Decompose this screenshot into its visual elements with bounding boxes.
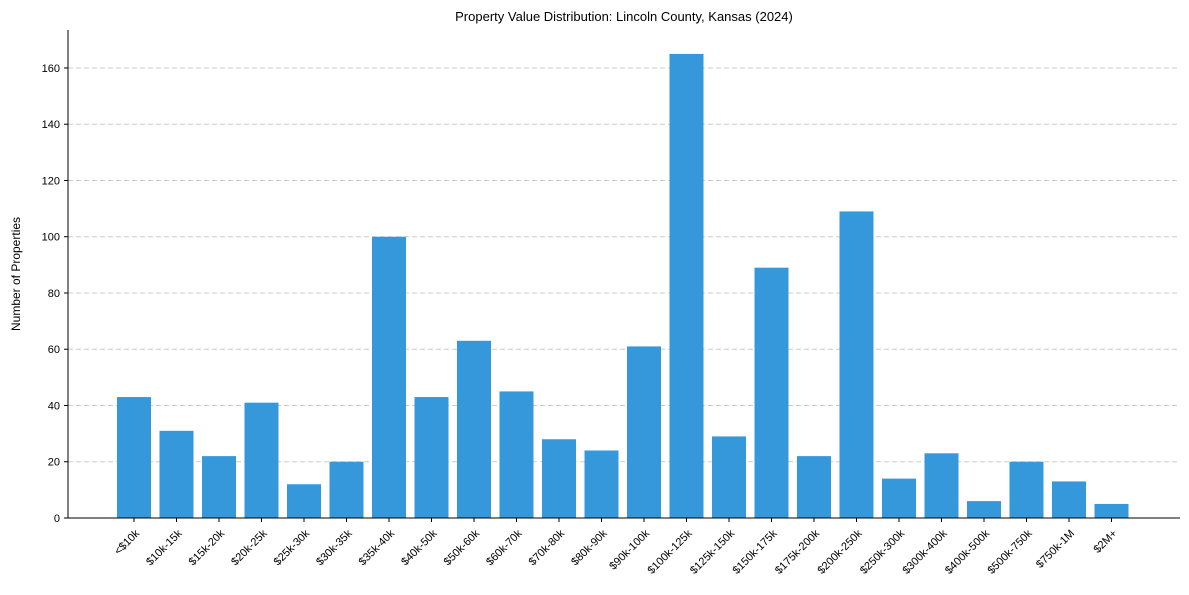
- bar-21: [1009, 461, 1044, 518]
- bar-23: [1094, 503, 1129, 518]
- bar-7: [414, 397, 449, 518]
- x-tick-label: $50k-60k: [442, 527, 483, 568]
- x-tick-label: $2M+: [1091, 528, 1119, 556]
- chart-title: Property Value Distribution: Lincoln Cou…: [455, 9, 793, 24]
- y-tick-label: 140: [42, 119, 60, 131]
- bar-20: [967, 501, 1001, 518]
- bar-14: [712, 436, 746, 518]
- bar-18: [882, 478, 916, 518]
- bar-15: [754, 267, 789, 518]
- bar-5: [329, 461, 364, 518]
- y-tick-label: 60: [48, 344, 60, 356]
- y-tick-label: 120: [42, 175, 60, 187]
- x-tick-label: $125k-150k: [688, 527, 737, 576]
- bar-4: [287, 484, 321, 518]
- bar-17: [839, 211, 874, 519]
- y-tick-label: 100: [42, 232, 60, 244]
- x-tick-label: $35k-40k: [357, 527, 398, 568]
- x-tick-label: $40k-50k: [399, 527, 440, 568]
- x-tick-label: $500k-750k: [985, 527, 1034, 576]
- bar-16: [797, 456, 831, 518]
- bar-3: [244, 402, 279, 518]
- y-tick-label: 0: [54, 513, 60, 525]
- x-tick-label: $10k-15k: [144, 527, 185, 568]
- bar-6: [372, 236, 406, 518]
- x-tick-label: $100k-125k: [645, 527, 694, 576]
- x-tick-label: $80k-90k: [569, 527, 610, 568]
- bar-12: [627, 346, 661, 518]
- x-tick-label: $150k-175k: [730, 527, 779, 576]
- x-tick-label: $300k-400k: [900, 527, 949, 576]
- x-tick-label: $250k-300k: [858, 527, 907, 576]
- x-tick-label: $200k-250k: [815, 527, 864, 576]
- x-tick-label: $15k-20k: [187, 527, 228, 568]
- y-tick-label: 20: [48, 457, 60, 469]
- bar-2: [202, 456, 236, 518]
- y-tick-label: 80: [48, 288, 60, 300]
- bar-19: [924, 453, 959, 518]
- x-tick-label: $750k-1M: [1034, 528, 1077, 571]
- bar-1: [159, 430, 194, 518]
- x-tick-label: $20k-25k: [229, 527, 270, 568]
- y-tick-label: 40: [48, 400, 60, 412]
- x-tick-label: $60k-70k: [484, 527, 525, 568]
- bar-0: [117, 397, 151, 518]
- x-tick-label: <$10k: [112, 527, 142, 557]
- x-tick-label: $25k-30k: [272, 527, 313, 568]
- x-tick-label: $400k-500k: [943, 527, 992, 576]
- bar-9: [499, 391, 534, 518]
- bar-10: [542, 439, 576, 518]
- y-axis-label: Number of Properties: [9, 217, 23, 331]
- x-tick-label: $30k-35k: [314, 527, 355, 568]
- bar-13: [669, 53, 704, 519]
- bar-22: [1052, 481, 1086, 518]
- bar-11: [584, 450, 619, 518]
- bar-8: [457, 340, 491, 518]
- x-tick-label: $175k-200k: [773, 527, 822, 576]
- x-tick-label: $90k-100k: [607, 527, 652, 572]
- x-tick-label: $70k-80k: [527, 527, 568, 568]
- y-tick-label: 160: [42, 63, 60, 75]
